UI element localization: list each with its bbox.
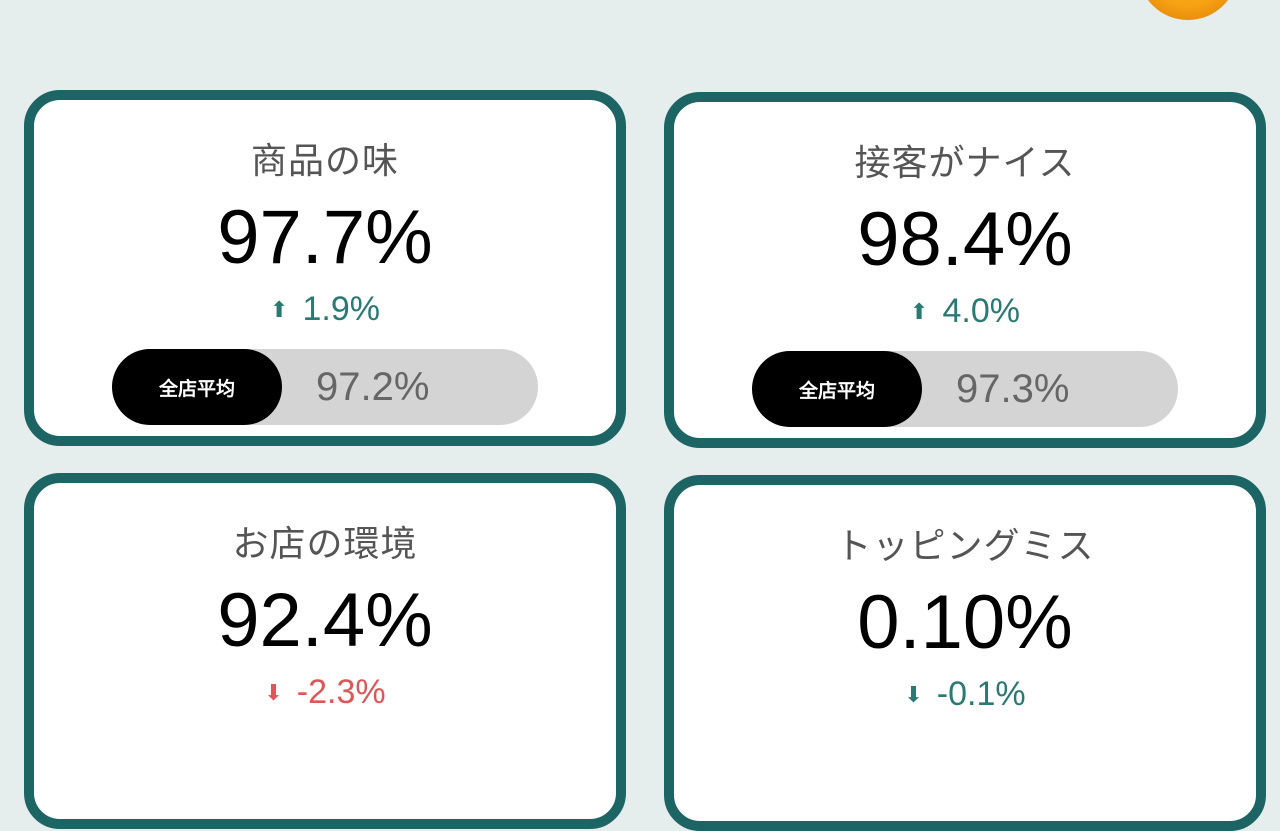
delta-value: -0.1% <box>936 675 1026 713</box>
card-delta: ⬆ 4.0% <box>674 292 1256 331</box>
store-average: 全店平均 97.3% <box>752 351 1178 427</box>
metric-card-taste: 商品の味 97.7% ⬆ 1.9% 全店平均 97.2% <box>24 90 626 446</box>
card-title: トッピングミス <box>835 525 1095 566</box>
metric-card-environment: お店の環境 92.4% ⬇ -2.3% <box>24 473 626 829</box>
card-title: 商品の味 <box>250 140 399 181</box>
arrow-down-icon: ⬇ <box>904 681 923 707</box>
delta-value: 4.0% <box>942 292 1020 330</box>
delta-value: -2.3% <box>296 673 386 711</box>
avg-label: 全店平均 <box>752 351 922 427</box>
arrow-up-icon: ⬆ <box>270 296 289 322</box>
arrow-down-icon: ⬇ <box>264 679 283 705</box>
avg-label: 全店平均 <box>112 349 282 425</box>
card-value: 0.10% <box>857 580 1073 665</box>
card-delta: ⬆ 1.9% <box>34 290 616 329</box>
card-value: 98.4% <box>857 197 1073 282</box>
store-average: 全店平均 97.2% <box>112 349 538 425</box>
avg-value: 97.3% <box>956 366 1070 411</box>
avatar[interactable] <box>1138 0 1238 20</box>
metric-card-topping-miss: トッピングミス 0.10% ⬇ -0.1% <box>664 475 1266 831</box>
card-delta: ⬇ -0.1% <box>674 675 1256 714</box>
metric-card-service: 接客がナイス 98.4% ⬆ 4.0% 全店平均 97.3% <box>664 92 1266 448</box>
avg-value: 97.2% <box>316 364 430 409</box>
card-title: 接客がナイス <box>854 142 1076 183</box>
card-value: 92.4% <box>217 578 433 663</box>
card-value: 97.7% <box>217 195 433 280</box>
card-delta: ⬇ -2.3% <box>34 673 616 712</box>
card-title: お店の環境 <box>232 523 418 564</box>
arrow-up-icon: ⬆ <box>910 298 929 324</box>
delta-value: 1.9% <box>302 290 380 328</box>
